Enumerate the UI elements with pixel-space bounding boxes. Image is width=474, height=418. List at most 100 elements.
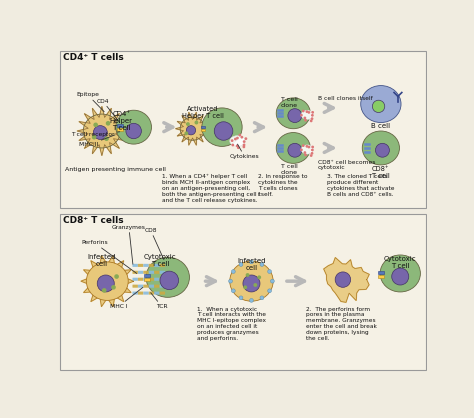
Text: CD4: CD4: [96, 99, 120, 122]
Text: TCR: TCR: [151, 293, 168, 309]
Text: 2.  The perforins form
pores in the plasma
membrane. Granzymes
enter the cell an: 2. The perforins form pores in the plasm…: [306, 306, 376, 341]
Circle shape: [310, 120, 312, 122]
Circle shape: [243, 140, 246, 143]
Ellipse shape: [362, 131, 400, 165]
FancyBboxPatch shape: [143, 278, 149, 281]
FancyBboxPatch shape: [60, 214, 426, 370]
Circle shape: [231, 270, 235, 273]
Text: Cytotoxic
T cell: Cytotoxic T cell: [384, 256, 417, 269]
Circle shape: [104, 136, 109, 141]
FancyBboxPatch shape: [60, 51, 426, 208]
Circle shape: [237, 146, 240, 149]
Ellipse shape: [276, 98, 310, 129]
Circle shape: [303, 117, 306, 119]
FancyBboxPatch shape: [143, 285, 149, 288]
Text: Cytokines: Cytokines: [230, 144, 259, 159]
Circle shape: [310, 152, 313, 155]
FancyBboxPatch shape: [160, 292, 165, 295]
Circle shape: [306, 145, 308, 148]
FancyBboxPatch shape: [160, 285, 165, 288]
FancyBboxPatch shape: [138, 292, 143, 295]
Circle shape: [102, 288, 107, 293]
Text: Epitope: Epitope: [76, 92, 104, 112]
Circle shape: [93, 122, 98, 127]
Circle shape: [302, 110, 305, 112]
FancyBboxPatch shape: [143, 271, 149, 274]
Circle shape: [231, 139, 234, 142]
Circle shape: [231, 289, 235, 293]
Ellipse shape: [380, 255, 420, 292]
FancyBboxPatch shape: [138, 264, 143, 267]
Circle shape: [93, 126, 107, 140]
FancyBboxPatch shape: [133, 271, 138, 274]
Text: T cell
clone: T cell clone: [281, 97, 298, 108]
Text: 1.  When a cytotoxic
T cell interacts with the
MHC I-epitope complex
on an infec: 1. When a cytotoxic T cell interacts wit…: [197, 306, 266, 341]
Ellipse shape: [86, 262, 128, 301]
Circle shape: [111, 285, 116, 290]
FancyBboxPatch shape: [133, 264, 138, 267]
FancyBboxPatch shape: [144, 278, 150, 281]
FancyBboxPatch shape: [149, 278, 154, 281]
Ellipse shape: [301, 110, 313, 120]
FancyBboxPatch shape: [133, 292, 138, 295]
FancyBboxPatch shape: [149, 292, 154, 295]
Circle shape: [335, 272, 351, 287]
Text: CD8⁺ cell becomes
cytotoxic: CD8⁺ cell becomes cytotoxic: [318, 160, 375, 170]
Ellipse shape: [202, 108, 242, 146]
Circle shape: [114, 274, 119, 279]
Ellipse shape: [276, 133, 310, 163]
Text: B cell clones itself: B cell clones itself: [318, 97, 373, 101]
Circle shape: [306, 110, 308, 113]
Ellipse shape: [361, 86, 401, 122]
Text: 2. In response to
cytokines the
T cells clones
itself.: 2. In response to cytokines the T cells …: [258, 174, 307, 196]
Text: Granzymes: Granzymes: [112, 225, 146, 264]
FancyBboxPatch shape: [138, 285, 143, 288]
FancyBboxPatch shape: [154, 264, 160, 267]
Text: T cell receptor: T cell receptor: [71, 132, 120, 138]
Circle shape: [231, 144, 234, 146]
Circle shape: [373, 100, 385, 112]
Circle shape: [243, 145, 245, 148]
Circle shape: [288, 109, 302, 122]
Polygon shape: [175, 112, 210, 145]
Circle shape: [245, 137, 247, 140]
Circle shape: [392, 268, 409, 285]
FancyBboxPatch shape: [154, 285, 160, 288]
Circle shape: [311, 145, 314, 148]
Circle shape: [186, 126, 196, 135]
Circle shape: [92, 135, 96, 140]
Ellipse shape: [301, 145, 313, 154]
Text: Antigen presenting immune cell: Antigen presenting immune cell: [64, 167, 165, 172]
FancyBboxPatch shape: [144, 274, 150, 277]
Circle shape: [106, 121, 110, 126]
Circle shape: [194, 121, 198, 125]
FancyBboxPatch shape: [118, 128, 123, 131]
FancyBboxPatch shape: [201, 129, 205, 131]
Circle shape: [236, 145, 238, 147]
FancyBboxPatch shape: [143, 292, 149, 295]
Text: T cell
clone: T cell clone: [281, 164, 298, 175]
FancyBboxPatch shape: [160, 278, 165, 281]
Circle shape: [310, 117, 313, 120]
Circle shape: [243, 275, 260, 292]
Circle shape: [249, 298, 254, 302]
Circle shape: [271, 279, 274, 283]
Text: Cytotoxic
T cell: Cytotoxic T cell: [144, 254, 176, 267]
Circle shape: [254, 283, 257, 287]
FancyBboxPatch shape: [149, 264, 154, 267]
FancyBboxPatch shape: [201, 126, 205, 128]
Circle shape: [268, 270, 272, 273]
Circle shape: [300, 148, 303, 151]
Circle shape: [303, 151, 306, 154]
Text: CD8⁺ T cells: CD8⁺ T cells: [63, 217, 124, 225]
Circle shape: [160, 271, 179, 290]
Text: Activated
Helper T cell: Activated Helper T cell: [182, 106, 224, 119]
Circle shape: [302, 144, 305, 147]
Circle shape: [243, 143, 246, 146]
Ellipse shape: [180, 117, 205, 140]
Circle shape: [308, 145, 310, 148]
Circle shape: [239, 263, 243, 266]
Circle shape: [236, 137, 239, 140]
Circle shape: [184, 131, 188, 135]
Ellipse shape: [116, 110, 152, 144]
